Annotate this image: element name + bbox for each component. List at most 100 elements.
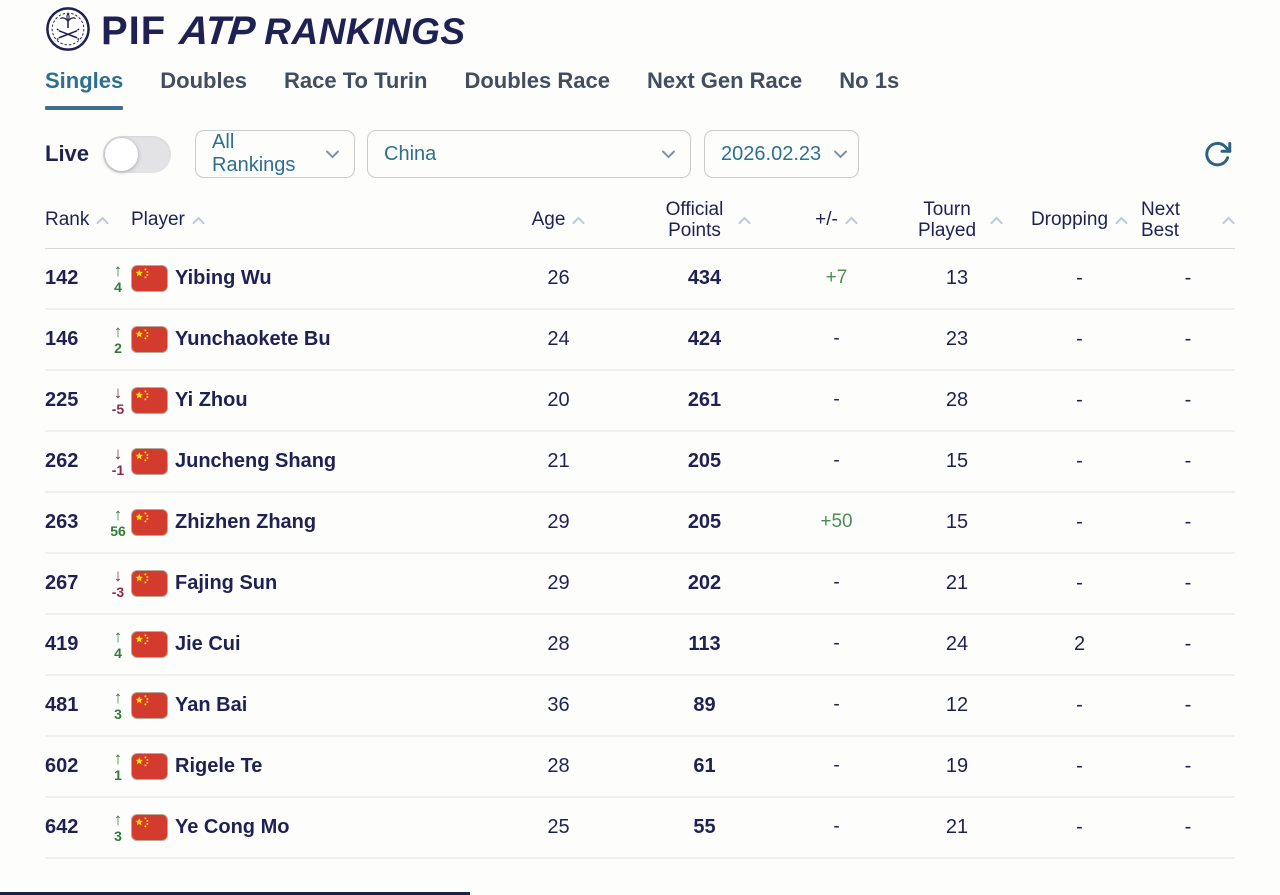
next-best-value: - [1184,327,1192,350]
column-header-rank[interactable]: Rank [45,210,131,231]
dropping-value: - [1076,815,1083,838]
rank-value: 225 [45,388,79,411]
tab-singles[interactable]: Singles [45,68,124,110]
column-header-next-best[interactable]: Next Best [1141,199,1235,242]
age-value: 26 [547,266,570,289]
rank-value: 262 [45,449,79,472]
chevron-up-icon [96,216,109,225]
next-best-value: - [1184,693,1192,716]
refresh-button[interactable] [1199,136,1235,172]
dropping-value: - [1076,754,1083,777]
next-best-value: - [1184,571,1192,594]
tab-race-to-turin[interactable]: Race To Turin [284,68,428,93]
table-row[interactable]: 419 ↑ 4 Jie Cui 28 113 - 24 2 - [45,615,1235,676]
column-header-plus-minus[interactable]: +/- [777,210,896,231]
flag-cell [131,569,175,597]
next-best-value: - [1184,510,1192,533]
dropping-value: - [1076,571,1083,594]
china-flag-icon [131,752,168,780]
table-row[interactable]: 262 ↓ -1 Juncheng Shang 21 205 - 15 - - [45,432,1235,493]
player-name[interactable]: Jie Cui [175,632,241,655]
flag-cell [131,508,175,536]
rank-value: 419 [45,632,79,655]
table-row[interactable]: 481 ↑ 3 Yan Bai 36 89 - 12 - - [45,676,1235,737]
age-value: 36 [547,693,570,716]
table-row[interactable]: 602 ↑ 1 Rigele Te 28 61 - 19 - - [45,737,1235,798]
table-row[interactable]: 142 ↑ 4 Yibing Wu 26 434 +7 13 - - [45,249,1235,310]
atp-wordmark: ATP [177,9,257,53]
dropping-value: - [1076,266,1083,289]
table-row[interactable]: 267 ↓ -3 Fajing Sun 29 202 - 21 - - [45,554,1235,615]
official-points-value: 55 [693,815,716,838]
movement-arrow-icon: ↑ [113,810,123,830]
player-name[interactable]: Yunchaokete Bu [175,327,331,350]
live-toggle[interactable] [103,135,172,173]
movement-value: 3 [114,706,122,723]
flag-cell [131,630,175,658]
table-row[interactable]: 642 ↑ 3 Ye Cong Mo 25 55 - 21 - - [45,798,1235,859]
movement-arrow-icon: ↑ [113,322,123,342]
next-best-value: - [1184,388,1192,411]
toggle-knob [105,137,139,171]
next-best-value: - [1184,632,1192,655]
table-row[interactable]: 263 ↑ 56 Zhizhen Zhang 29 205 +50 15 - - [45,493,1235,554]
table-row[interactable]: 225 ↓ -5 Yi Zhou 20 261 - 28 - - [45,371,1235,432]
player-name[interactable]: Yibing Wu [175,266,272,289]
tourn-played-value: 12 [945,693,969,716]
rank-value: 642 [45,815,79,838]
china-flag-icon [131,508,168,536]
column-header-age[interactable]: Age [485,210,632,231]
tab-doubles[interactable]: Doubles [160,68,248,93]
tab-doubles-race[interactable]: Doubles Race [464,68,610,93]
movement-arrow-icon: ↓ [113,444,123,464]
tab-next-gen-race[interactable]: Next Gen Race [646,68,803,93]
ranking-type-value: All Rankings [212,131,296,176]
official-points-value: 89 [693,693,716,716]
movement-value: 4 [114,645,122,662]
movement-value: 4 [114,279,122,296]
movement-arrow-icon: ↑ [113,688,123,708]
tab-no-1s[interactable]: No 1s [839,68,900,93]
player-name[interactable]: Yan Bai [175,693,248,716]
china-flag-icon [131,386,168,414]
age-value: 24 [547,327,570,350]
next-best-value: - [1184,449,1192,472]
flag-cell [131,325,175,353]
flag-cell [131,813,175,841]
plus-minus-value: - [833,694,840,716]
movement-arrow-icon: ↑ [113,627,123,647]
date-select[interactable]: 2026.02.23 [704,130,860,178]
rank-value: 263 [45,510,79,533]
rank-value: 142 [45,266,79,289]
table-row[interactable]: 146 ↑ 2 Yunchaokete Bu 24 424 - 23 - - [45,310,1235,371]
column-header-player[interactable]: Player [131,210,485,231]
column-header-tourn-played[interactable]: Tourn Played [896,199,1018,242]
ranking-type-select[interactable]: All Rankings [195,130,356,178]
player-name[interactable]: Juncheng Shang [175,449,337,472]
flag-cell [131,386,175,414]
chevron-down-icon [661,149,676,159]
column-header-dropping[interactable]: Dropping [1018,210,1141,231]
plus-minus-value: +50 [820,511,853,533]
rank-value: 481 [45,693,79,716]
player-name[interactable]: Rigele Te [175,754,263,777]
player-name[interactable]: Ye Cong Mo [175,815,290,838]
next-best-value: - [1184,266,1192,289]
movement-arrow-icon: ↑ [113,261,123,281]
flag-cell [131,264,175,292]
official-points-value: 205 [687,510,722,533]
official-points-value: 261 [687,388,722,411]
china-flag-icon [131,569,168,597]
pif-emblem-icon [45,6,91,57]
rank-movement: ↑ 2 [105,323,131,355]
table-header-row: Rank Player Age Official Points +/- Tour… [45,199,1235,249]
player-name[interactable]: Yi Zhou [175,388,248,411]
player-name[interactable]: Fajing Sun [175,571,278,594]
tourn-played-value: 28 [945,388,969,411]
filter-bar: Live All Rankings China 2026.02.23 [45,130,1235,178]
country-select[interactable]: China [367,130,692,178]
next-best-value: - [1184,815,1192,838]
player-name[interactable]: Zhizhen Zhang [175,510,317,533]
column-header-official-points[interactable]: Official Points [632,199,777,242]
china-flag-icon [131,325,168,353]
